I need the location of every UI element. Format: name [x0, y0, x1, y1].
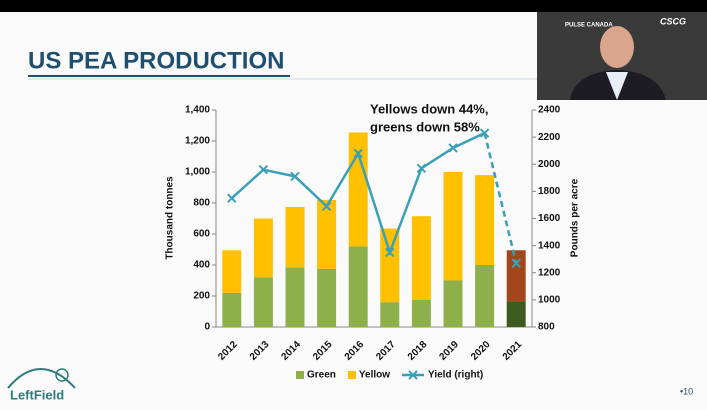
bar-segment — [443, 172, 463, 281]
bar-segment — [348, 246, 368, 327]
bar-segment — [222, 292, 242, 327]
y-tick-label: 1,000 — [185, 167, 210, 178]
y2-tick-label: 800 — [538, 322, 555, 333]
video-logo: CSCG — [660, 16, 686, 26]
y2-tick-label: 2200 — [538, 132, 561, 143]
legend-swatch — [408, 370, 418, 380]
marker — [227, 193, 237, 203]
logo-coin — [55, 368, 69, 382]
marker — [258, 164, 269, 175]
marker — [321, 201, 332, 212]
marker — [511, 258, 521, 268]
bar-segment — [285, 206, 305, 268]
bar-segment — [506, 301, 526, 327]
marker — [448, 143, 458, 153]
y2-axis-label: Pounds per acre — [570, 178, 581, 257]
bar-segment — [443, 280, 463, 327]
legend-label: Yield (right) — [428, 370, 483, 381]
logo: LeftField — [7, 368, 76, 402]
marker — [290, 171, 300, 182]
y-tick-label: 1,200 — [185, 136, 210, 147]
marker — [385, 247, 395, 258]
line-dashed — [483, 132, 518, 264]
y-tick-label: 800 — [193, 198, 210, 209]
shirt — [606, 72, 628, 100]
marker — [416, 163, 427, 174]
bar-segment — [475, 175, 495, 265]
y-tick-label: 200 — [193, 291, 210, 302]
bar-segment — [285, 267, 305, 327]
bar-segment — [348, 132, 368, 247]
legend-label: Yellow — [359, 370, 390, 381]
bar-segment — [380, 228, 400, 303]
y2-tick-label: 2400 — [538, 105, 561, 116]
slide-title: US PEA PRODUCTION — [28, 47, 284, 74]
bar-segment — [317, 268, 337, 327]
y2-tick-label: 1800 — [538, 186, 561, 197]
logo-text: LeftField — [10, 387, 64, 402]
legend-swatch — [347, 371, 356, 379]
bar-segment — [411, 216, 431, 300]
bar-segment — [253, 218, 273, 278]
y-tick-label: 400 — [193, 260, 210, 271]
y2-tick-label: 1000 — [538, 295, 561, 306]
logo-arc — [7, 368, 76, 389]
face — [600, 26, 634, 68]
bar-segment — [317, 199, 337, 269]
annotation: greens down 58% — [370, 119, 480, 134]
annotation: Yellows down 44%, — [370, 101, 488, 116]
y-tick-label: 600 — [193, 229, 210, 240]
y2-tick-label: 2000 — [538, 159, 561, 170]
page-number: •10 — [680, 386, 693, 396]
marker — [479, 128, 490, 138]
bar-segment — [380, 302, 400, 327]
y-tick-label: 1,400 — [185, 105, 210, 116]
bar-segment — [411, 299, 431, 327]
y2-tick-label: 1400 — [538, 240, 561, 251]
legend-swatch — [296, 371, 304, 379]
video-logo: PULSE CANADA — [565, 23, 613, 29]
bar-segment — [253, 277, 273, 327]
y-axis-label: Thousand tonnes — [165, 176, 176, 260]
video-inset: PULSE CANADA CSCG — [537, 12, 707, 100]
marker — [353, 148, 363, 159]
y2-tick-label: 1200 — [538, 267, 561, 278]
legend-label: Green — [307, 370, 336, 381]
bar-segment — [222, 250, 242, 293]
y-tick-label: 0 — [204, 322, 210, 333]
y2-tick-label: 1600 — [538, 213, 561, 224]
bar-segment — [506, 250, 526, 302]
bar-segment — [475, 265, 495, 327]
